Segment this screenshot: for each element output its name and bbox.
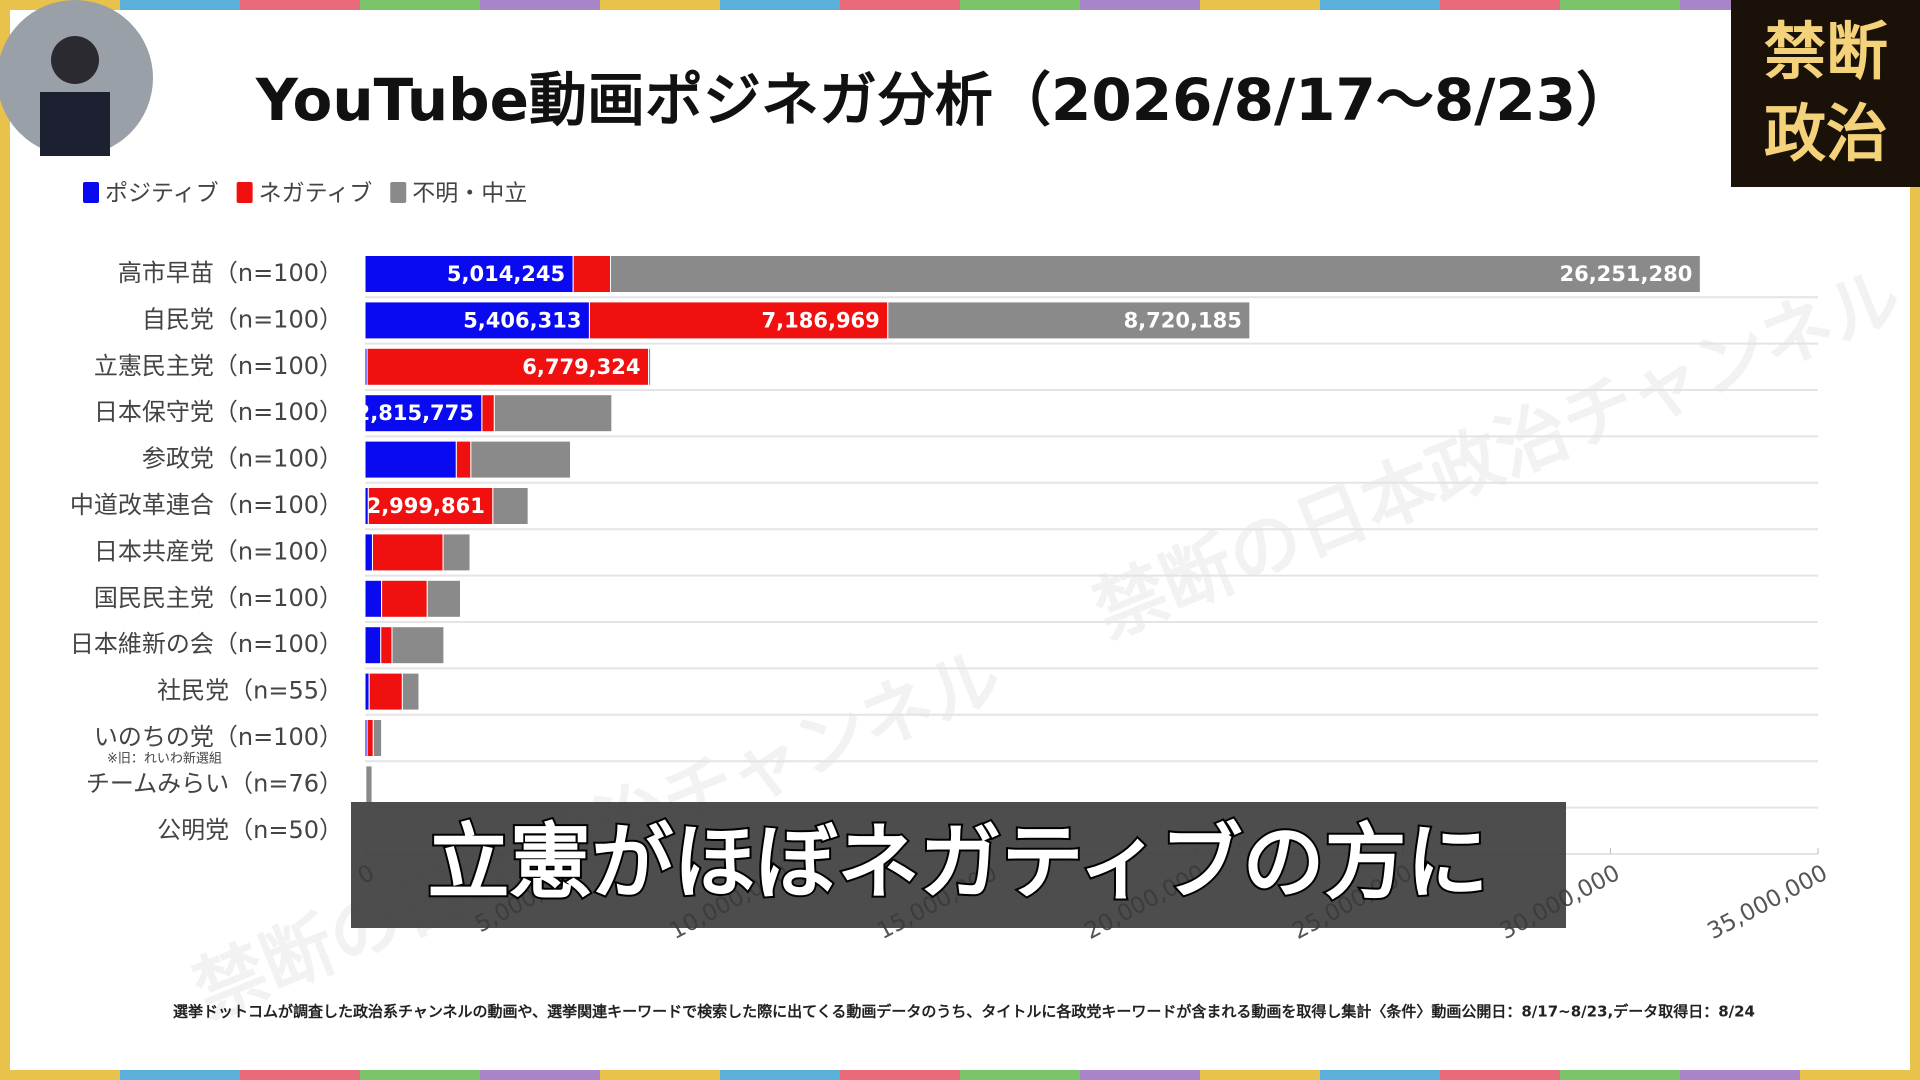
bar-segment (401, 672, 420, 711)
bar-segment (492, 487, 529, 525)
bar-segment (455, 440, 472, 479)
presenter-body (40, 92, 110, 156)
y-tick-label: 中道改革連合（n=100） (70, 491, 343, 519)
value-label: 2,999,861 (367, 494, 485, 518)
chart-title: YouTube動画ポジネガ分析（2026/8/17～8/23） (255, 66, 1634, 134)
y-tick-label: 日本共産党（n=100） (94, 537, 343, 565)
bar-segment (364, 626, 382, 665)
bar-segment (366, 347, 650, 386)
bar-segment (364, 301, 590, 340)
bar-segment (364, 579, 383, 618)
y-tick-label: 高市早苗（n=100） (118, 259, 343, 287)
y-tick-label: 立憲民主党（n=100） (94, 352, 343, 380)
bar-segment (371, 533, 444, 572)
bar-segment (365, 765, 373, 804)
legend-swatch (390, 182, 407, 203)
bar-segment (364, 255, 574, 293)
value-label: 2,815,775 (356, 401, 474, 425)
bar-segment (364, 672, 370, 711)
bar-segment (367, 487, 494, 525)
value-label: 7,186,969 (762, 308, 880, 332)
bar-segment (588, 301, 889, 340)
bar-segment (368, 672, 403, 711)
y-tick-label: 自民党（n=100） (142, 305, 343, 333)
value-label: 6,779,324 (522, 355, 640, 379)
bar-segment (366, 719, 374, 757)
y-tick-label: 社民党（n=55） (157, 677, 343, 705)
bar-segment (391, 626, 445, 665)
legend-swatch (83, 182, 99, 203)
bar-segment (364, 440, 457, 479)
bar-segment (364, 394, 483, 433)
value-label: 5,014,245 (447, 262, 565, 286)
x-tick-label: 35,000,000 (1703, 860, 1831, 945)
bar-segment (572, 255, 612, 293)
y-tick-label: 日本保守党（n=100） (94, 398, 343, 426)
legend-label: ネガティブ (259, 181, 373, 207)
y-tick-label: 参政党（n=100） (142, 445, 343, 473)
bar-segment (610, 255, 1701, 293)
bar-segment (381, 579, 428, 618)
y-tick-label: チームみらい（n=76） (86, 769, 343, 797)
presenter-head (51, 36, 99, 84)
legend-swatch (236, 182, 253, 203)
legend-label: ポジティブ (105, 181, 219, 207)
bar-segment (887, 301, 1251, 340)
bar-segment (364, 533, 373, 572)
bar-segment (380, 626, 393, 665)
footnote: 選挙ドットコムが調査した政治系チャンネルの動画や、選挙関連キーワードで検索した際… (173, 1003, 1755, 1021)
annotation: ※旧：れいわ新選組 (107, 751, 222, 767)
bar-segment (426, 579, 461, 618)
bar-segment (648, 347, 652, 386)
logo-text: 政治 (1764, 97, 1888, 170)
value-label: 26,251,280 (1559, 262, 1692, 286)
bar-segment (493, 394, 613, 433)
y-tick-label: 国民民主党（n=100） (94, 584, 343, 612)
caption-box (351, 802, 1566, 928)
bar-segment (372, 719, 383, 757)
logo-text: 禁断 (1764, 15, 1888, 88)
y-tick-label: 公明党（n=50） (157, 816, 343, 844)
value-label: 8,720,185 (1124, 308, 1242, 332)
caption: 立憲がほぼネガティブの方に (427, 815, 1488, 910)
logo-box (1731, 0, 1920, 187)
value-label: 5,406,313 (463, 308, 581, 332)
y-tick-label: いのちの党（n=100） (94, 723, 343, 751)
legend-label: 不明・中立 (412, 181, 527, 207)
bar-segment (442, 533, 471, 572)
y-tick-label: 日本維新の会（n=100） (70, 630, 343, 658)
bar-segment (481, 394, 495, 433)
bar-segment (470, 440, 571, 479)
